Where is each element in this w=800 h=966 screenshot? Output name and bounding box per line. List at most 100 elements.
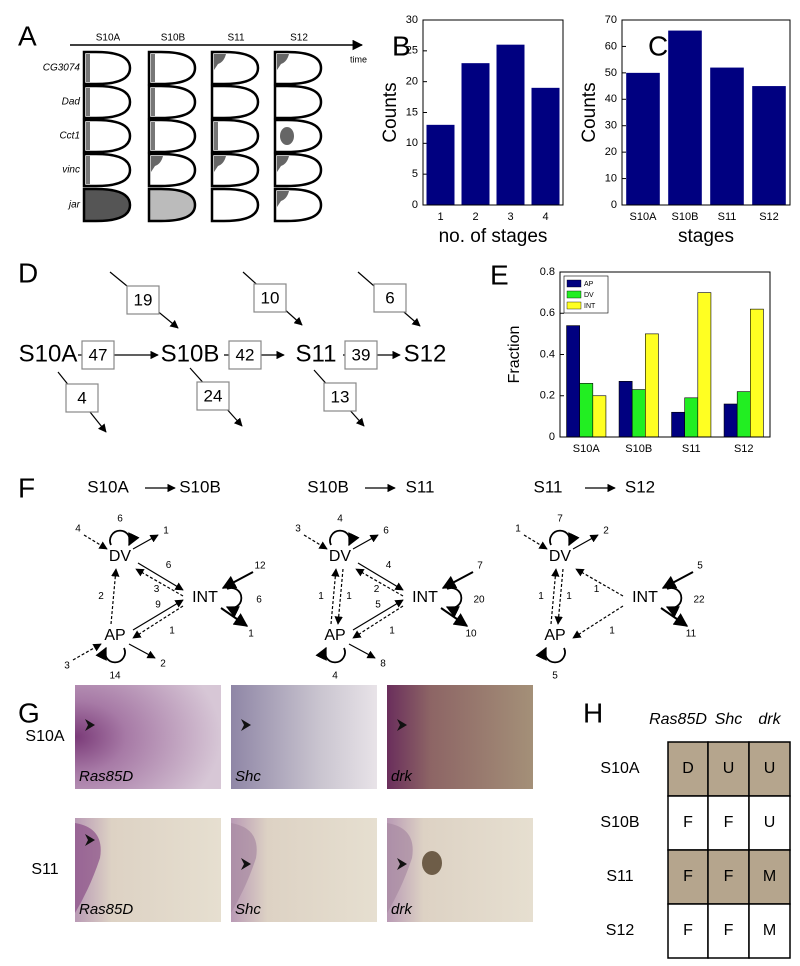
edge-count: 6	[256, 595, 262, 606]
outgoing-count: 4	[77, 388, 86, 407]
row-label: S11	[31, 861, 58, 878]
row-label: S11	[606, 868, 633, 885]
gene-label: vinc	[62, 165, 80, 176]
row-label: S10B	[600, 814, 639, 831]
transition-edge	[550, 568, 560, 625]
y-tick-label: 15	[406, 106, 418, 118]
self-loop	[535, 646, 566, 664]
y-tick-label: 0.2	[540, 390, 555, 402]
transition-count: 47	[89, 345, 108, 364]
expression-strip	[151, 88, 155, 116]
edge-count: 1	[346, 591, 352, 602]
transition-edge	[572, 534, 599, 550]
transition-edge	[137, 562, 184, 591]
transition-edge	[352, 534, 379, 550]
x-tick-label: S12	[759, 211, 779, 223]
edge-count: 5	[375, 600, 381, 611]
edge-count: 1	[538, 591, 544, 602]
edge-count: 4	[337, 514, 343, 525]
edge-count: 1	[515, 524, 521, 535]
outgoing-count-box	[65, 383, 99, 413]
bar	[697, 292, 712, 438]
arrowhead-marker	[85, 834, 95, 846]
y-tick-label: 0.8	[540, 266, 555, 278]
state-node: INT	[412, 589, 438, 606]
transition-edge	[221, 571, 254, 589]
egg-chamber	[82, 152, 132, 188]
y-tick-label: 50	[605, 67, 617, 79]
gene-caption: Ras85D	[79, 901, 133, 918]
bar	[461, 63, 490, 205]
bar	[496, 44, 525, 205]
gene-caption: Shc	[235, 768, 261, 785]
transition-title: S10B	[179, 477, 221, 496]
transition-edge	[128, 643, 156, 659]
panel-label: E	[490, 259, 509, 290]
transition-edge	[330, 568, 340, 625]
bar	[579, 383, 594, 438]
transition-title: S10A	[87, 477, 129, 496]
egg-chamber	[82, 84, 132, 120]
transition-edge	[303, 534, 328, 550]
transition-title: S12	[625, 477, 655, 496]
incoming-count-box	[126, 285, 160, 315]
x-tick-label: 4	[542, 211, 548, 223]
table-cell	[667, 849, 709, 905]
edge-count: 6	[117, 514, 123, 525]
expression-strip	[86, 54, 90, 82]
bar	[752, 86, 786, 205]
cell-value: M	[763, 868, 776, 885]
transition-edge	[523, 534, 548, 550]
table-cell	[707, 903, 750, 959]
edge-count: 2	[160, 659, 166, 670]
cell-value: F	[724, 868, 734, 885]
transition-count-box	[228, 340, 262, 370]
table-cell	[707, 849, 750, 905]
transition-count-box	[344, 340, 378, 370]
bar	[566, 325, 580, 438]
egg-chamber	[82, 118, 132, 154]
transition-edge	[72, 643, 102, 661]
edge-count: 8	[380, 659, 386, 670]
gene-label: CG3074	[43, 63, 81, 74]
column-header: drk	[758, 711, 781, 728]
legend-swatch	[566, 301, 582, 310]
y-tick-label: 5	[412, 168, 418, 180]
legend-label: INT	[584, 303, 596, 310]
expression-patch	[277, 54, 289, 70]
edge-count: 4	[386, 560, 392, 571]
egg-chamber	[210, 50, 260, 86]
panel-label: H	[583, 697, 603, 728]
transition-edge	[352, 605, 404, 639]
transition-title: S11	[406, 477, 435, 496]
egg-chamber	[210, 187, 260, 223]
in-situ-image	[75, 818, 221, 922]
table-cell	[667, 903, 709, 959]
transition-edge	[575, 568, 624, 597]
bar	[750, 308, 764, 438]
egg-chamber	[273, 50, 323, 86]
x-axis-label: stages	[678, 226, 734, 247]
x-tick-label: S11	[718, 211, 737, 223]
bar	[618, 381, 633, 438]
bar	[668, 30, 702, 206]
y-axis-label: Fraction	[506, 326, 523, 384]
state-node: DV	[329, 548, 352, 565]
outgoing-count-box	[323, 382, 357, 412]
stage-label: S11	[227, 33, 244, 44]
time-label: time	[350, 54, 367, 64]
edge-count: 1	[594, 584, 600, 595]
edge-count: 10	[465, 629, 477, 640]
expression-patch	[214, 156, 226, 172]
column-header: Ras85D	[649, 711, 707, 728]
transition-title: S10B	[307, 477, 349, 496]
edge-count: 6	[383, 526, 389, 537]
legend-swatch	[566, 279, 582, 288]
state-node: AP	[544, 627, 565, 644]
stage-node: S10B	[161, 340, 220, 367]
cell-value: M	[763, 922, 776, 939]
y-tick-label: 0	[549, 431, 555, 443]
y-tick-label: 0.4	[540, 348, 555, 360]
arrowhead-marker	[397, 858, 407, 870]
